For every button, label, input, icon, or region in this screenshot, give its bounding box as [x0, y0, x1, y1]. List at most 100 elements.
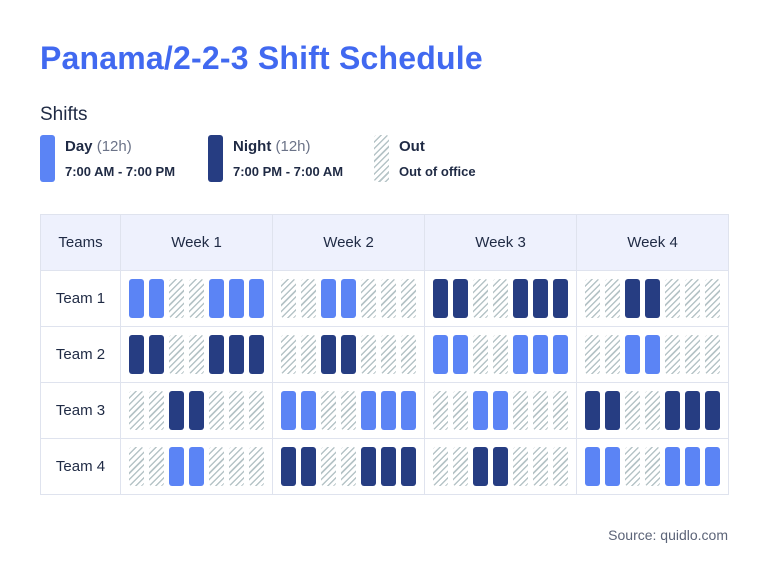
legend-night-time: 7:00 PM - 7:00 AM [233, 164, 344, 179]
day-shift-block [149, 279, 164, 318]
night-shift-block [433, 279, 448, 318]
out-shift-block [341, 447, 356, 486]
day-shift-swatch [40, 135, 55, 182]
day-shift-block [513, 335, 528, 374]
night-shift-swatch [208, 135, 223, 182]
night-shift-block [401, 447, 416, 486]
table-row: Team 1 [40, 270, 729, 327]
legend-day-name: Day [65, 138, 93, 155]
shift-legend: Day (12h) 7:00 AM - 7:00 PM Night (12h) … [40, 135, 500, 182]
night-shift-block [281, 447, 296, 486]
week-cell [120, 438, 273, 495]
day-shift-block [169, 447, 184, 486]
table-row: Team 2 [40, 326, 729, 383]
table-row: Team 4 [40, 438, 729, 495]
source-credit: Source: quidlo.com [608, 527, 728, 543]
night-shift-block [645, 279, 660, 318]
day-shift-block [189, 447, 204, 486]
out-shift-block [301, 335, 316, 374]
legend-out: Out Out of office [374, 135, 476, 182]
week-header: Week 3 [424, 214, 577, 271]
week-cell [576, 382, 729, 439]
legend-night: Night (12h) 7:00 PM - 7:00 AM [208, 135, 350, 182]
night-shift-block [513, 279, 528, 318]
legend-day-time: 7:00 AM - 7:00 PM [65, 164, 176, 179]
night-shift-block [553, 279, 568, 318]
out-shift-block [665, 279, 680, 318]
week-header: Week 4 [576, 214, 729, 271]
out-shift-block [605, 279, 620, 318]
out-shift-block [249, 447, 264, 486]
out-shift-block [229, 391, 244, 430]
night-shift-block [665, 391, 680, 430]
out-shift-block [321, 391, 336, 430]
out-shift-block [189, 279, 204, 318]
out-shift-block [645, 391, 660, 430]
night-shift-block [229, 335, 244, 374]
out-shift-block [381, 335, 396, 374]
shifts-heading: Shifts [40, 104, 88, 125]
week-cell [272, 270, 425, 327]
out-shift-block [321, 447, 336, 486]
night-shift-block [341, 335, 356, 374]
out-shift-block [169, 335, 184, 374]
day-shift-block [533, 335, 548, 374]
out-shift-block [705, 335, 720, 374]
table-header-row: Teams Week 1 Week 2 Week 3 Week 4 [40, 214, 729, 271]
week-header: Week 1 [120, 214, 273, 271]
out-shift-block [229, 447, 244, 486]
out-shift-block [209, 447, 224, 486]
day-shift-block [401, 391, 416, 430]
team-label: Team 3 [40, 382, 121, 439]
out-shift-block [361, 279, 376, 318]
night-shift-block [585, 391, 600, 430]
legend-out-name: Out [399, 138, 425, 155]
out-shift-block [209, 391, 224, 430]
out-shift-block [585, 335, 600, 374]
day-shift-block [585, 447, 600, 486]
night-shift-block [533, 279, 548, 318]
day-shift-block [605, 447, 620, 486]
team-label: Team 2 [40, 326, 121, 383]
out-shift-block [513, 391, 528, 430]
out-shift-block [493, 335, 508, 374]
out-shift-block [249, 391, 264, 430]
night-shift-block [361, 447, 376, 486]
out-shift-block [149, 391, 164, 430]
out-shift-block [705, 279, 720, 318]
night-shift-block [473, 447, 488, 486]
week-cell [576, 326, 729, 383]
legend-day: Day (12h) 7:00 AM - 7:00 PM [40, 135, 184, 182]
week-cell [424, 270, 577, 327]
day-shift-block [645, 335, 660, 374]
out-shift-block [149, 447, 164, 486]
night-shift-block [149, 335, 164, 374]
out-shift-block [281, 335, 296, 374]
day-shift-block [493, 391, 508, 430]
out-shift-block [453, 447, 468, 486]
out-shift-block [533, 447, 548, 486]
out-shift-block [513, 447, 528, 486]
week-cell [272, 326, 425, 383]
day-shift-block [301, 391, 316, 430]
day-shift-block [685, 447, 700, 486]
out-shift-block [361, 335, 376, 374]
night-shift-block [189, 391, 204, 430]
night-shift-block [209, 335, 224, 374]
day-shift-block [381, 391, 396, 430]
out-shift-block [553, 391, 568, 430]
week-cell [424, 438, 577, 495]
out-shift-block [533, 391, 548, 430]
out-shift-block [585, 279, 600, 318]
day-shift-block [321, 279, 336, 318]
week-cell [120, 326, 273, 383]
day-shift-block [473, 391, 488, 430]
out-shift-block [301, 279, 316, 318]
out-shift-block [645, 447, 660, 486]
out-shift-block [129, 391, 144, 430]
out-shift-block [665, 335, 680, 374]
night-shift-block [605, 391, 620, 430]
day-shift-block [705, 447, 720, 486]
out-shift-block [625, 447, 640, 486]
out-shift-block [169, 279, 184, 318]
